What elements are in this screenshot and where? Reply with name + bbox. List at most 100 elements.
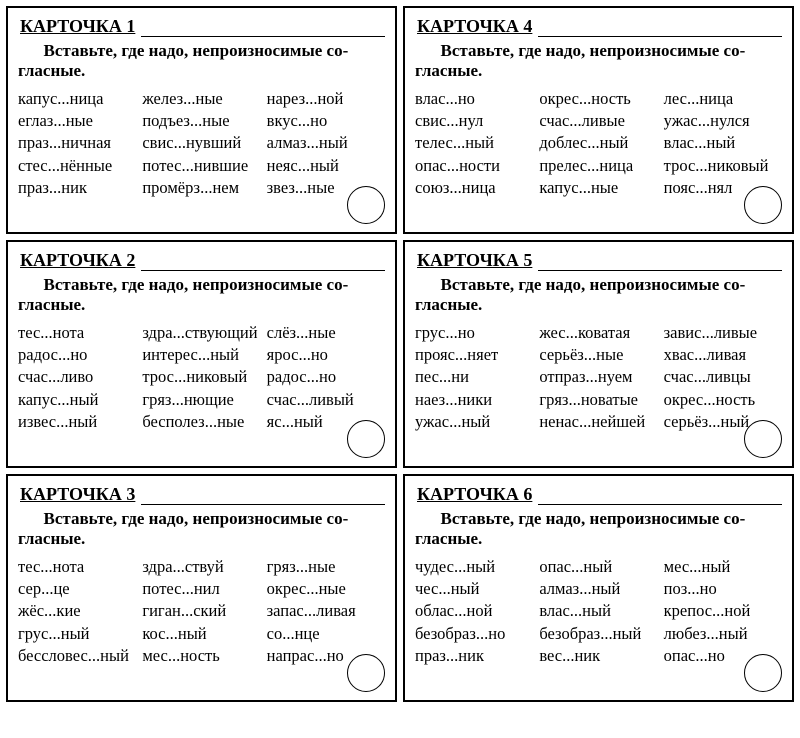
- exercise-word: праз...ничная: [18, 132, 136, 154]
- exercise-word: счас...ливо: [18, 366, 136, 388]
- exercise-word: наез...ники: [415, 389, 533, 411]
- grade-circle: [347, 654, 385, 692]
- word-column-1: чудес...ныйчес...ныйоблас...нойбезобраз.…: [415, 556, 533, 667]
- exercise-word: жес...коватая: [539, 322, 657, 344]
- exercise-word: окрес...ные: [267, 578, 385, 600]
- exercise-word: праз...ник: [18, 177, 136, 199]
- title-underline: [538, 254, 782, 271]
- exercise-word: лес...ница: [664, 88, 782, 110]
- word-columns: капус...ницаеглаз...ныепраз...ничнаястес…: [18, 88, 385, 199]
- exercise-word: телес...ный: [415, 132, 533, 154]
- exercise-word: грус...ный: [18, 623, 136, 645]
- word-column-2: здра...ствуйпотес...нилгиган...скийкос..…: [142, 556, 260, 667]
- word-column-3: лес...ницаужас...нулсявлас...ныйтрос...н…: [664, 88, 782, 199]
- exercise-word: грус...но: [415, 322, 533, 344]
- exercise-word: прелес...ница: [539, 155, 657, 177]
- exercise-word: гиган...ский: [142, 600, 260, 622]
- exercise-word: бесполез...ные: [142, 411, 260, 433]
- exercise-word: окрес...ность: [664, 389, 782, 411]
- exercise-word: трос...никовый: [664, 155, 782, 177]
- card-title-row: КАРТОЧКА 4: [415, 16, 782, 37]
- exercise-word: ужас...нулся: [664, 110, 782, 132]
- exercise-word: здра...ствуй: [142, 556, 260, 578]
- exercise-word: запас...ливая: [267, 600, 385, 622]
- exercise-word: влас...но: [415, 88, 533, 110]
- exercise-word: праз...ник: [415, 645, 533, 667]
- exercise-word: гряз...ные: [267, 556, 385, 578]
- grade-circle: [744, 420, 782, 458]
- card-instruction: Вставьте, где надо, непроизносимые со­гл…: [18, 509, 385, 550]
- exercise-word: потес...нившие: [142, 155, 260, 177]
- exercise-word: нарез...ной: [267, 88, 385, 110]
- exercise-word: промёрз...нем: [142, 177, 260, 199]
- exercise-word: слёз...ные: [267, 322, 385, 344]
- grade-circle: [347, 186, 385, 224]
- worksheet-card-5: КАРТОЧКА 5Вставьте, где надо, непроизнос…: [403, 240, 794, 468]
- exercise-word: трос...никовый: [142, 366, 260, 388]
- exercise-word: алмаз...ный: [539, 578, 657, 600]
- exercise-word: счас...ливые: [539, 110, 657, 132]
- exercise-word: влас...ный: [664, 132, 782, 154]
- word-columns: влас...носвис...нултелес...ныйопас...нос…: [415, 88, 782, 199]
- exercise-word: мес...ность: [142, 645, 260, 667]
- exercise-word: крепос...ной: [664, 600, 782, 622]
- grade-circle: [744, 186, 782, 224]
- word-columns: чудес...ныйчес...ныйоблас...нойбезобраз.…: [415, 556, 782, 667]
- exercise-word: чес...ный: [415, 578, 533, 600]
- exercise-word: мес...ный: [664, 556, 782, 578]
- word-column-3: нарез...нойвкус...ноалмаз...ныйнеяс...ны…: [267, 88, 385, 199]
- exercise-word: любез...ный: [664, 623, 782, 645]
- title-underline: [141, 20, 385, 37]
- card-instruction: Вставьте, где надо, непроизносимые со­гл…: [415, 41, 782, 82]
- exercise-word: свис...нувший: [142, 132, 260, 154]
- word-columns: тес...нотарадос...носчас...ливокапус...н…: [18, 322, 385, 433]
- card-title-row: КАРТОЧКА 1: [18, 16, 385, 37]
- exercise-word: алмаз...ный: [267, 132, 385, 154]
- card-title-row: КАРТОЧКА 3: [18, 484, 385, 505]
- exercise-word: радос...но: [267, 366, 385, 388]
- exercise-word: счас...ливцы: [664, 366, 782, 388]
- exercise-word: пес...ни: [415, 366, 533, 388]
- title-underline: [538, 20, 782, 37]
- exercise-word: желез...ные: [142, 88, 260, 110]
- exercise-word: безобраз...но: [415, 623, 533, 645]
- title-underline: [538, 488, 782, 505]
- exercise-word: счас...ливый: [267, 389, 385, 411]
- word-column-1: влас...носвис...нултелес...ныйопас...нос…: [415, 88, 533, 199]
- exercise-word: опас...ный: [539, 556, 657, 578]
- exercise-word: ужас...ный: [415, 411, 533, 433]
- card-instruction: Вставьте, где надо, непроизносимые со­гл…: [18, 41, 385, 82]
- exercise-word: капус...ные: [539, 177, 657, 199]
- word-column-3: гряз...ныеокрес...ныезапас...ливаясо...н…: [267, 556, 385, 667]
- grade-circle: [744, 654, 782, 692]
- word-columns: тес...нотасер...цежёс...киегрус...ныйбес…: [18, 556, 385, 667]
- exercise-word: окрес...ность: [539, 88, 657, 110]
- exercise-word: извес...ный: [18, 411, 136, 433]
- exercise-word: ненас...нейшей: [539, 411, 657, 433]
- word-column-1: тес...нотарадос...носчас...ливокапус...н…: [18, 322, 136, 433]
- word-column-1: капус...ницаеглаз...ныепраз...ничнаястес…: [18, 88, 136, 199]
- card-title: КАРТОЧКА 5: [415, 250, 538, 271]
- exercise-word: тес...нота: [18, 322, 136, 344]
- exercise-word: неяс...ный: [267, 155, 385, 177]
- exercise-word: влас...ный: [539, 600, 657, 622]
- card-title: КАРТОЧКА 1: [18, 16, 141, 37]
- exercise-word: радос...но: [18, 344, 136, 366]
- exercise-word: серьёз...ные: [539, 344, 657, 366]
- card-title: КАРТОЧКА 6: [415, 484, 538, 505]
- word-column-1: тес...нотасер...цежёс...киегрус...ныйбес…: [18, 556, 136, 667]
- exercise-word: опас...ности: [415, 155, 533, 177]
- word-column-2: желез...ныеподъез...ныесвис...нувшийпоте…: [142, 88, 260, 199]
- exercise-word: гряз...новатые: [539, 389, 657, 411]
- word-column-3: слёз...ныеярос...норадос...носчас...ливы…: [267, 322, 385, 433]
- exercise-word: кос...ный: [142, 623, 260, 645]
- card-title-row: КАРТОЧКА 5: [415, 250, 782, 271]
- exercise-word: завис...ливые: [664, 322, 782, 344]
- card-title-row: КАРТОЧКА 6: [415, 484, 782, 505]
- exercise-word: облас...ной: [415, 600, 533, 622]
- exercise-word: вес...ник: [539, 645, 657, 667]
- exercise-word: прояс...няет: [415, 344, 533, 366]
- exercise-word: союз...ница: [415, 177, 533, 199]
- word-column-2: опас...ныйалмаз...ныйвлас...ныйбезобраз.…: [539, 556, 657, 667]
- exercise-word: стес...нённые: [18, 155, 136, 177]
